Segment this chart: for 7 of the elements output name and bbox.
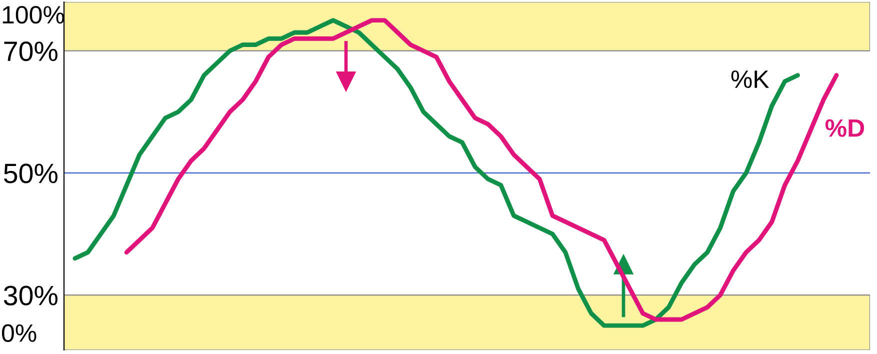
y-tick-label: 70% [4, 42, 58, 62]
series-label: %K [731, 70, 770, 88]
y-tick-label: 30% [4, 286, 58, 306]
y-tick-label: 50% [4, 164, 58, 184]
text: 0% [2, 324, 36, 342]
text: 100% [2, 6, 64, 24]
series-label: %D [825, 119, 864, 137]
